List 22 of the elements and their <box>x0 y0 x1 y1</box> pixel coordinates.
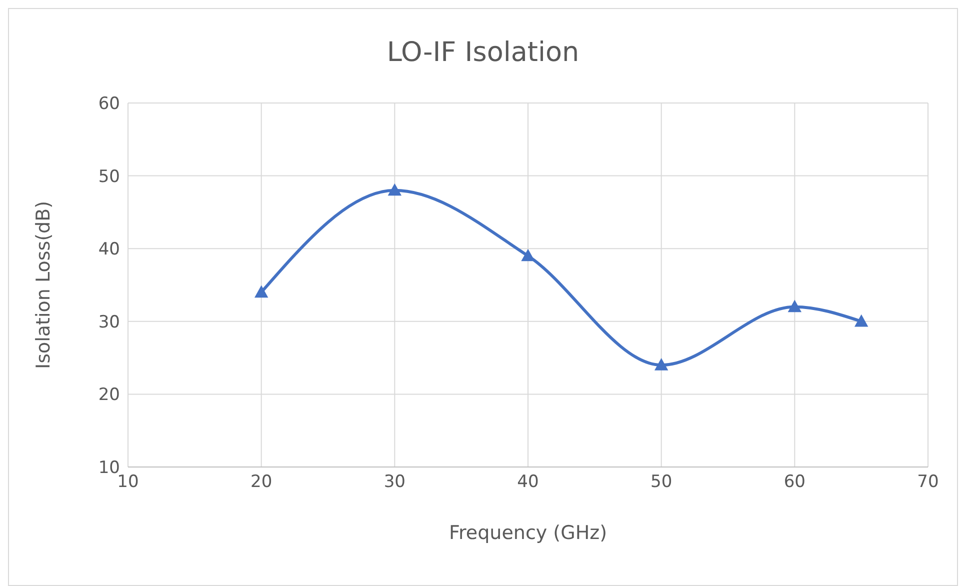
point <box>854 314 868 327</box>
point <box>788 300 802 312</box>
x-tick-label: 60 <box>784 472 806 492</box>
y-tick-label: 20 <box>98 385 120 406</box>
point <box>522 249 534 262</box>
x-tick-label: 70 <box>917 472 939 492</box>
y-tick-label: 60 <box>98 94 120 114</box>
x-tick-label: 20 <box>250 472 272 492</box>
chart-title: LO-IF Isolation <box>386 37 580 68</box>
point <box>388 184 402 196</box>
y-axis-title: Isolation Loss(dB) <box>32 200 55 370</box>
y-tick-label: 50 <box>98 166 120 187</box>
x-tick-label: 30 <box>384 472 406 492</box>
point <box>654 358 668 370</box>
x-tick-label: 50 <box>650 472 672 492</box>
y-tick-label: 40 <box>98 240 120 260</box>
y-tick-label: 10 <box>98 458 120 478</box>
x-tick-label: 40 <box>517 472 539 492</box>
point <box>254 286 268 298</box>
x-axis-title: Frequency (GHz) <box>448 522 608 544</box>
y-tick-label: 30 <box>98 312 120 332</box>
x-tick-label: 10 <box>117 472 139 492</box>
